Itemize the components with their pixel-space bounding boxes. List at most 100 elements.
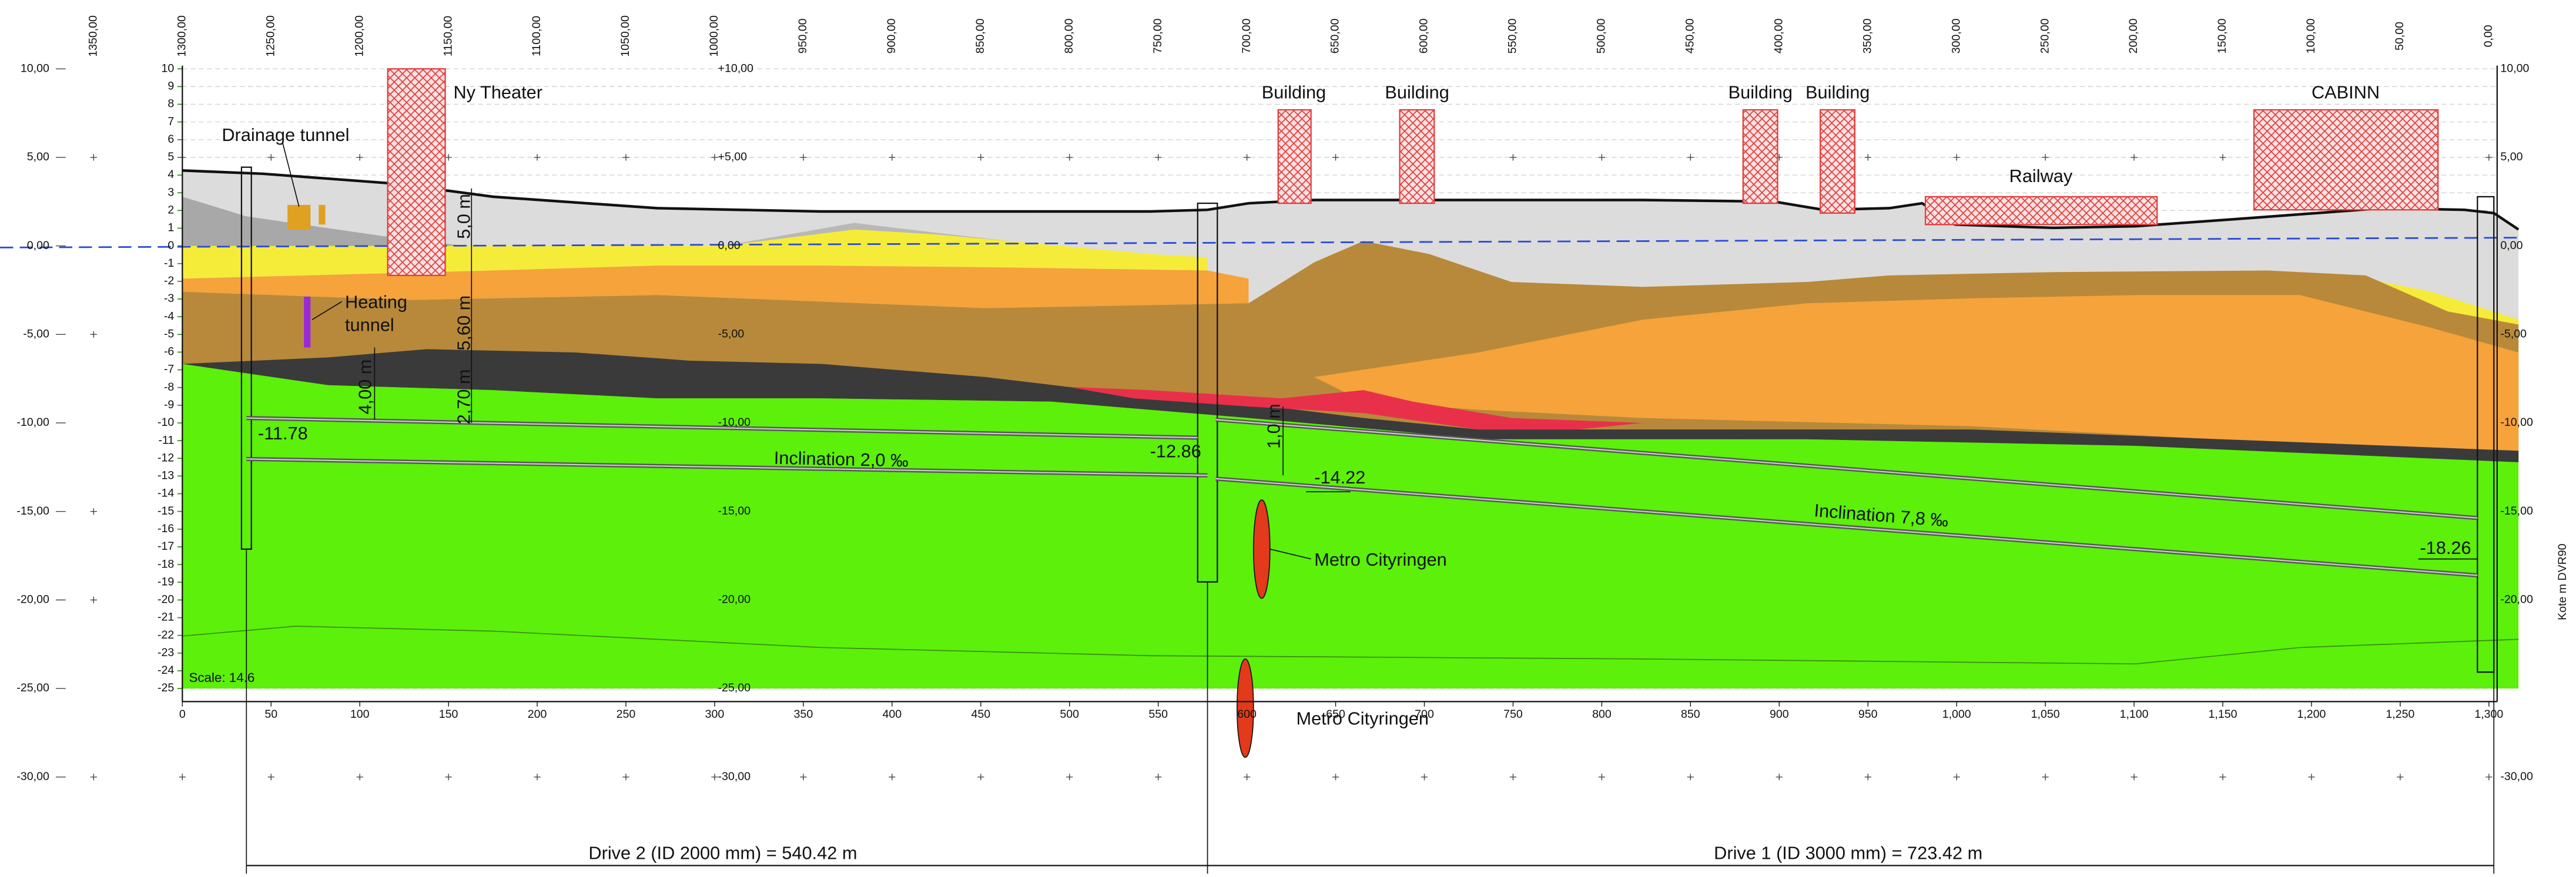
dark-layer [182,349,2519,462]
label: Building [1805,82,1870,102]
top-tick-label: 550,00 [1506,18,1519,53]
plus-mark [267,154,274,161]
ny-theater-block [387,68,446,276]
scale-tick-label: -14 [158,487,174,500]
label: Building [1262,82,1326,102]
plus-mark [356,774,363,781]
bottom-tick-label: 950 [1858,708,1878,721]
plus-mark [1244,154,1251,161]
plus-mark [1687,154,1694,161]
bottom-tick-label: 1,100 [2120,708,2149,721]
scale-tick-label: -19 [158,575,174,588]
top-tick-label: 450,00 [1684,18,1697,53]
plus-mark [1066,774,1073,781]
mid-tick-label: 0,00 [718,239,741,252]
scale-tick-label: -5 [164,327,175,340]
level-label: -14.22 [1314,467,1365,488]
depth-label: 4,00 m [355,359,376,415]
right-tick-label: 10,00 [2500,62,2529,75]
right-tick-label: 5,00 [2500,150,2523,163]
metro-tunnel [1237,658,1254,758]
top-tick-label: 1250,00 [264,15,277,57]
top-tick-label: 400,00 [1772,18,1785,53]
level-label: -18.26 [2420,537,2471,558]
leader [311,301,342,320]
right-tick-label: -20,00 [2500,593,2533,606]
ground-surface [182,169,2520,231]
top-tick-label: 1100,00 [530,16,543,56]
tunnel-drive-2 [246,416,1208,478]
right-tick-label: 0,00 [2500,239,2523,252]
plus-mark [445,774,452,781]
scale-tick-label: 3 [168,186,174,199]
bottom-tick-label: 50 [264,708,277,721]
plus-mark [2219,774,2226,781]
leader [282,142,300,207]
label: Metro Cityringen [1314,549,1447,570]
bottom-tick-label: 0 [179,708,186,721]
plus-mark [622,154,629,161]
top-tick-label: 1350,00 [86,15,99,57]
left-tick-label: 10,00 [21,62,49,75]
scale-note: Scale: 14.6 [189,670,254,685]
top-tick-label: 950,00 [796,18,809,53]
bottom-tick-label: 550 [1148,708,1168,721]
bottom-tick-label: 500 [1060,708,1079,721]
top-tick-label: 850,00 [974,18,987,53]
shaft [2477,196,2495,673]
scale-tick-label: -12 [158,451,174,464]
scale-tick-label: -1 [164,257,174,270]
right-tick-label: -10,00 [2500,416,2533,429]
level-label: -12.86 [1150,441,1201,462]
top-tick-label: 50,00 [2393,22,2406,51]
top-tick-label: 600,00 [1418,18,1431,53]
red-layer [1067,387,1643,430]
plus-mark [1776,774,1783,781]
scale-tick-label: -15 [158,505,174,518]
scale-tick-label: -8 [164,381,175,394]
plus-mark [179,774,186,781]
left-tick-label: -20,00 [16,593,49,606]
geology [0,169,2520,689]
plus-mark [2397,774,2404,781]
plus-mark [977,774,984,781]
right-tick-label: -30,00 [2500,770,2533,783]
label: Railway [2009,166,2073,186]
scale-tick-label: -7 [164,363,174,376]
left-tick-label: -30,00 [16,770,49,783]
top-tick-label: 1150,00 [441,16,454,56]
label: Building [1729,82,1793,102]
structures [182,65,2498,874]
plus-mark [90,596,97,603]
scale-tick-label: -3 [164,292,175,305]
tunnel-line [246,417,1198,439]
label: Building [1385,82,1449,102]
left-tick-label: -5,00 [23,327,49,340]
top-tick-label: 0,00 [2482,25,2495,47]
bottom-tick-label: 450 [971,708,990,721]
axis-title: Kote m DVR90 [2556,543,2569,620]
plus-mark [90,331,97,338]
depth-label: 5,0 m [453,194,474,239]
bottom-tick-label: 1,300 [2474,708,2503,721]
scale-tick-label: 4 [168,168,174,181]
top-tick-label: 900,00 [885,18,898,53]
label: Drainage tunnel [222,125,349,145]
plus-mark [534,774,541,781]
bottom-tick-label: 900 [1770,708,1789,721]
scale-tick-label: -18 [158,557,174,570]
top-tick-label: 500,00 [1595,18,1608,53]
plus-mark [1598,154,1605,161]
left-tick-label: -25,00 [16,681,49,694]
plus-mark [90,774,97,781]
left-tick-label: 5,00 [27,150,49,163]
scale-tick-label: 0 [168,239,174,252]
labels: Ny Theater Drainage tunnel Heating tunne… [16,15,2569,863]
mid-tick-label: -20,00 [718,593,751,606]
plus-mark [2131,154,2138,161]
scale-tick-label: -21 [158,611,174,624]
scale-tick-label: -2 [164,274,174,287]
bedrock-line [182,626,2519,665]
label: Inclination 2,0 ‰ [773,448,909,471]
bottom-tick-label: 750 [1503,708,1523,721]
